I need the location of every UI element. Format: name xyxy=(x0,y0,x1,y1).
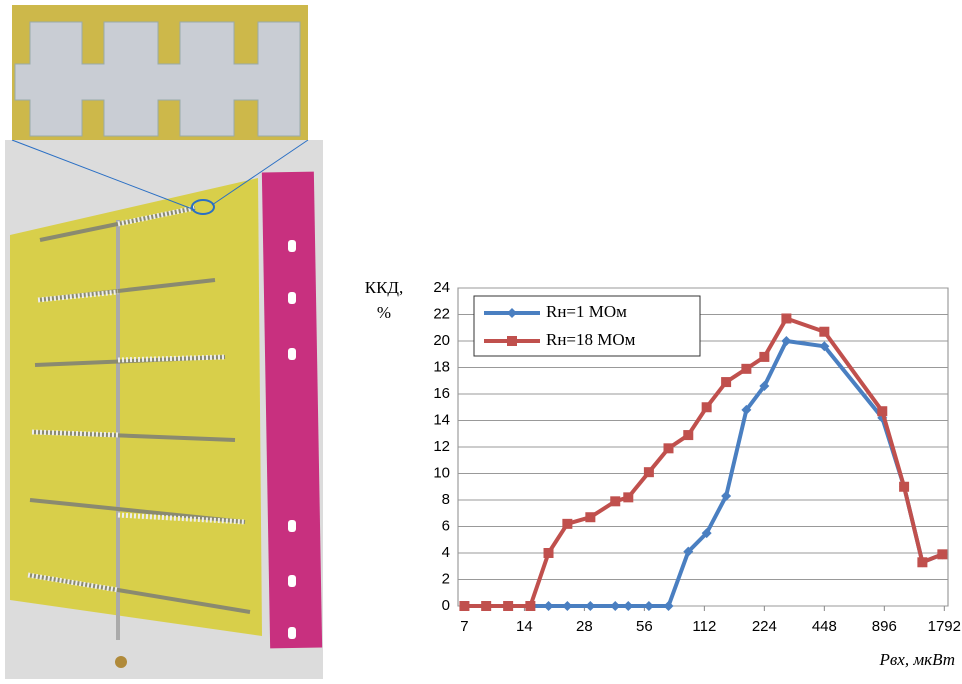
point xyxy=(721,377,731,387)
page: 0246810121416182022247142856112224448896… xyxy=(0,0,962,679)
point xyxy=(544,548,554,558)
x-tick-label: 7 xyxy=(460,618,468,635)
point xyxy=(644,467,654,477)
point xyxy=(459,601,469,611)
point xyxy=(683,430,693,440)
legend-marker xyxy=(507,336,517,346)
point xyxy=(781,313,791,323)
y-tick-label: 10 xyxy=(433,464,450,481)
y-tick-label: 2 xyxy=(442,570,450,587)
y-axis-label: % xyxy=(377,303,391,322)
y-tick-label: 12 xyxy=(433,438,450,455)
point xyxy=(741,364,751,374)
legend-label: Rн=1 МОм xyxy=(546,302,627,321)
y-tick-label: 22 xyxy=(433,305,450,322)
point xyxy=(610,496,620,506)
point xyxy=(917,557,927,567)
point xyxy=(702,402,712,412)
point xyxy=(623,492,633,502)
y-tick-label: 4 xyxy=(442,544,450,561)
point xyxy=(937,549,947,559)
point xyxy=(663,443,673,453)
x-tick-label: 448 xyxy=(812,618,837,635)
y-tick-label: 24 xyxy=(433,279,450,296)
point xyxy=(877,406,887,416)
y-axis-label: ККД, xyxy=(365,278,404,297)
point xyxy=(562,519,572,529)
x-tick-label: 112 xyxy=(692,618,716,635)
point xyxy=(525,601,535,611)
connector xyxy=(115,656,127,668)
y-tick-label: 16 xyxy=(433,385,450,402)
point xyxy=(759,352,769,362)
point xyxy=(819,327,829,337)
y-tick-label: 18 xyxy=(433,358,450,375)
x-tick-label: 28 xyxy=(576,618,593,635)
photo xyxy=(5,5,323,679)
point xyxy=(481,601,491,611)
x-tick-label: 896 xyxy=(872,618,897,635)
legend-label: Rн=18 МОм xyxy=(546,330,636,349)
x-axis-label: Pвх, мкВт xyxy=(879,650,955,669)
x-tick-label: 1792 xyxy=(928,618,961,635)
y-tick-label: 6 xyxy=(442,517,450,534)
point xyxy=(899,482,909,492)
point xyxy=(585,512,595,522)
x-tick-label: 14 xyxy=(516,618,533,635)
board xyxy=(10,178,262,636)
y-tick-label: 8 xyxy=(442,491,450,508)
y-tick-label: 20 xyxy=(433,332,450,349)
x-tick-label: 224 xyxy=(752,618,777,635)
y-tick-label: 0 xyxy=(442,597,450,614)
point xyxy=(503,601,513,611)
y-tick-label: 14 xyxy=(433,411,450,428)
x-tick-label: 56 xyxy=(636,618,653,635)
